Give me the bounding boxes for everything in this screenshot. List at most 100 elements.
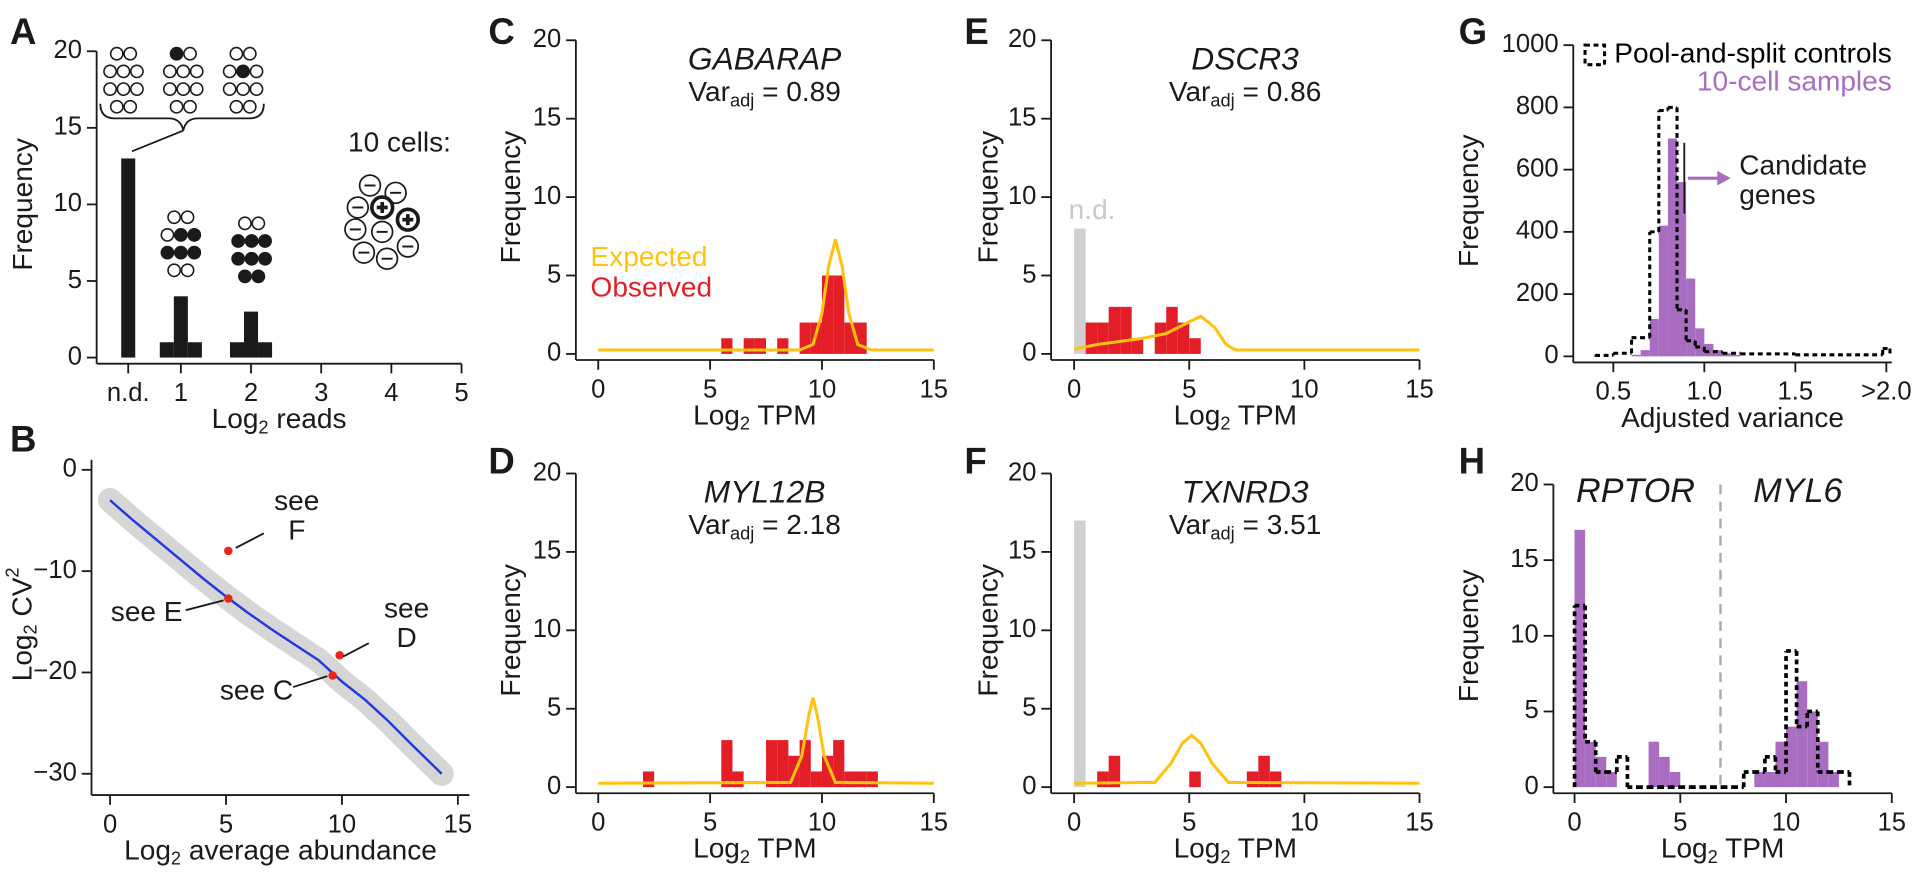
y-tick-label: 0 [547, 339, 561, 367]
label-part: TPM [1231, 400, 1298, 431]
label-part: Log [212, 403, 259, 434]
bar [1796, 681, 1808, 788]
chart-subtitle: Varadj = 0.86 [1169, 76, 1321, 110]
bar [743, 338, 755, 354]
bar [121, 158, 136, 358]
legend-swatch [1583, 43, 1607, 67]
cell-icon [258, 251, 272, 266]
label-part: Var [1169, 76, 1211, 107]
label-part: Log [1174, 400, 1221, 431]
cell-icon [189, 82, 204, 96]
cell-icon [249, 64, 264, 79]
leader-line [235, 532, 265, 549]
y-tick-label: 15 [533, 103, 561, 131]
bar [844, 322, 856, 354]
script-text: 2 [740, 412, 750, 433]
panel-letter: H [1459, 440, 1485, 481]
x-tick-label: 1 [174, 379, 188, 407]
y-tick-label: 5 [1524, 696, 1538, 724]
x-tick-label: 10 [1772, 809, 1801, 837]
cell-icon [123, 46, 138, 61]
y-tick-label: −20 [33, 657, 76, 685]
cell-icon [183, 46, 197, 61]
x-tick-label: 5 [703, 375, 717, 403]
bar [833, 740, 845, 788]
bar [1097, 322, 1109, 354]
bar [1074, 520, 1086, 788]
cell-icon [103, 64, 117, 79]
label-part: Log [1661, 833, 1708, 864]
bar-label: n.d. [1069, 194, 1116, 225]
x-axis-title: Log2 TPM [1661, 833, 1784, 867]
label-part: TPM [750, 400, 817, 431]
bar [833, 275, 845, 354]
annotation: F [288, 514, 305, 545]
bar [1807, 711, 1818, 788]
annotation: see [274, 485, 319, 516]
y-tick-label: 10 [1008, 182, 1037, 210]
label-part: Var [688, 76, 730, 107]
x-tick-label: 10 [808, 809, 837, 837]
x-tick-label: 3 [314, 379, 328, 407]
label-part: = 0.89 [754, 76, 841, 107]
panel-letter: C [488, 11, 514, 52]
bar [1667, 138, 1678, 357]
line [1074, 733, 1420, 785]
x-axis-title: Log2 reads [212, 403, 347, 437]
panel-letter: B [10, 418, 36, 459]
bar [1713, 350, 1723, 357]
x-tick-label: 10 [1290, 375, 1319, 403]
x-tick-label: 15 [1878, 809, 1907, 837]
annotation: MYL6 [1753, 472, 1842, 510]
bar [732, 771, 744, 788]
annotation: see [384, 593, 429, 624]
label-part: Log [7, 634, 38, 681]
bar [229, 342, 245, 358]
y-tick-label: 15 [1008, 537, 1037, 565]
bar [642, 771, 655, 788]
x-tick-label: 0 [103, 810, 117, 838]
script-text: 2 [1708, 846, 1718, 867]
chart-subtitle: Varadj = 2.18 [688, 510, 840, 544]
leader-line [292, 675, 328, 688]
annotation: 10 cells: [348, 126, 451, 157]
script-text: adj [1210, 522, 1234, 543]
bar [1649, 319, 1659, 357]
line [598, 697, 934, 785]
y-tick-label: −10 [33, 556, 76, 584]
cell-icon [162, 64, 177, 79]
cell-icon [229, 99, 244, 114]
bar [1754, 772, 1765, 788]
cell-icon [238, 216, 252, 231]
cell-icon [231, 251, 246, 266]
bar [821, 755, 834, 788]
x-axis-title: Log2 TPM [693, 833, 816, 867]
bar [777, 338, 789, 354]
legend-label: Pool-and-split controls [1614, 37, 1891, 68]
bar [1731, 354, 1741, 357]
x-tick-label: n.d. [107, 379, 150, 407]
x-tick-label: 10 [328, 810, 357, 838]
bar [754, 338, 767, 354]
cell-icon [176, 82, 191, 96]
y-tick-label: 5 [1022, 693, 1036, 721]
x-tick-label: 0 [1067, 375, 1081, 403]
legend-label: 10-cell samples [1697, 65, 1892, 96]
label-part: reads [269, 403, 347, 434]
x-tick-label: 1.5 [1778, 378, 1814, 406]
cell-icon [103, 82, 117, 96]
bar [1775, 741, 1787, 788]
y-tick-label: 1000 [1502, 30, 1559, 58]
script-text: 2 [1220, 846, 1230, 867]
bar [1189, 771, 1201, 788]
x-tick-label: 4 [384, 379, 398, 407]
bar [721, 740, 733, 788]
line [1073, 314, 1420, 352]
x-tick-label: 15 [1405, 809, 1434, 837]
y-tick-label: 5 [68, 266, 82, 294]
y-tick-label: 200 [1516, 279, 1559, 307]
label-part: TPM [1231, 833, 1298, 864]
bar [1786, 726, 1797, 788]
x-tick-label: 15 [1405, 375, 1434, 403]
bar [1640, 350, 1650, 357]
